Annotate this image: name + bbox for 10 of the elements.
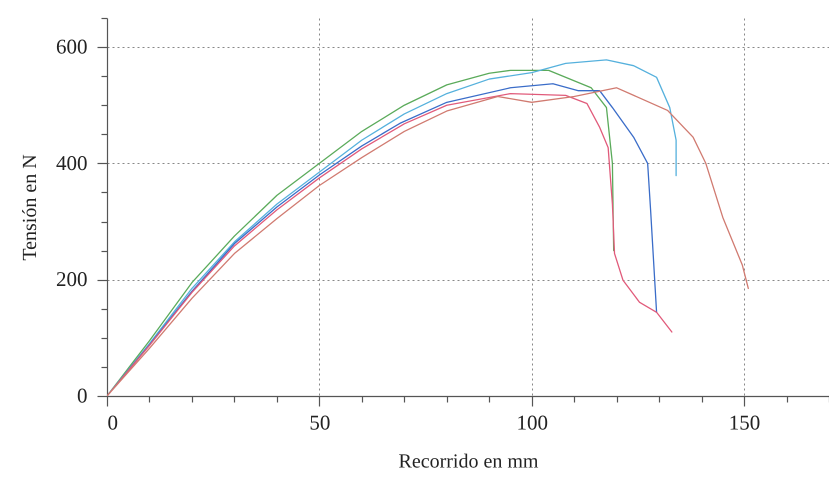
x-tick-label: 150	[728, 410, 760, 434]
y-tick-label: 600	[56, 34, 88, 59]
x-tick-label: 50	[309, 410, 330, 434]
x-axis-title: Recorrido en mm	[398, 450, 539, 472]
y-axis-title: Tensión en N	[19, 154, 41, 261]
y-tick-label: 400	[56, 150, 88, 175]
y-tick-label: 200	[56, 267, 88, 292]
y-tick-label: 0	[77, 384, 88, 408]
x-tick-label: 100	[516, 410, 548, 434]
x-tick-label: 0	[108, 410, 118, 434]
